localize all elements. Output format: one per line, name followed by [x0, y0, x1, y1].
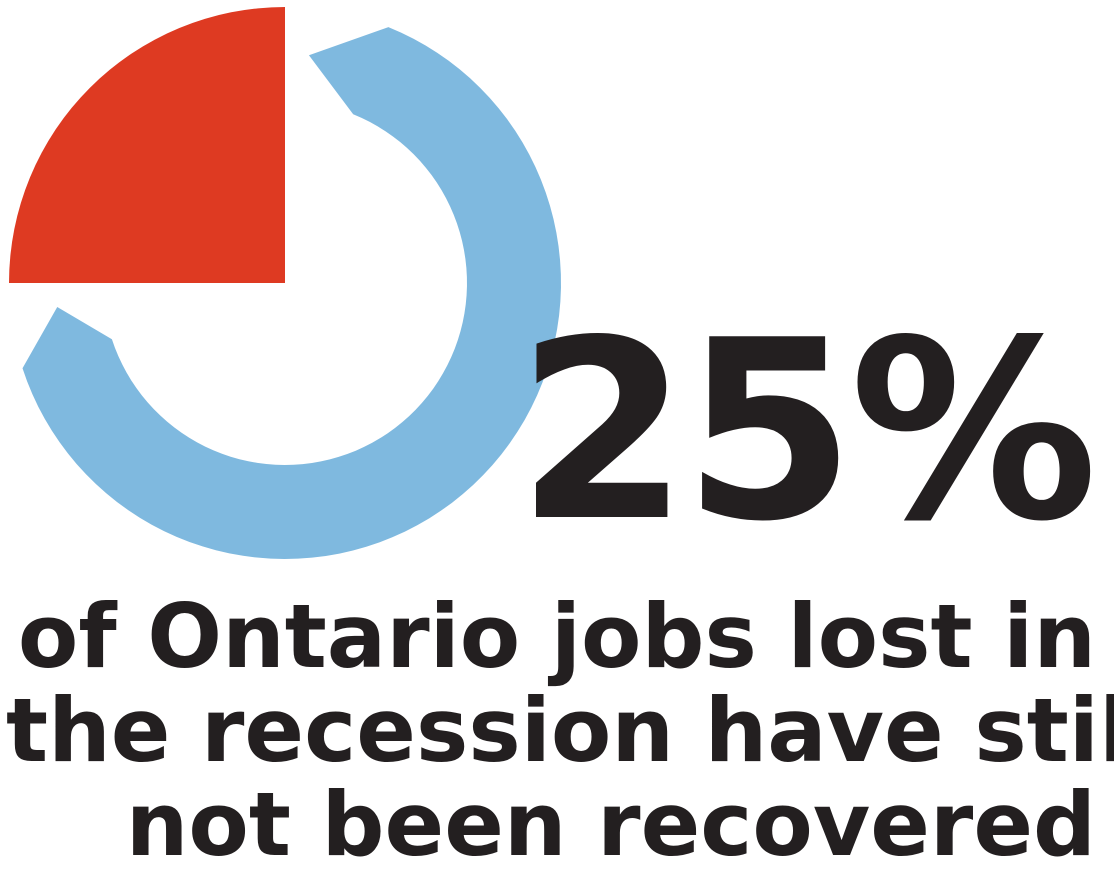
caption-line-2: the recession have still [6, 679, 1114, 782]
caption: of Ontario jobs lost in the recession ha… [6, 585, 1114, 876]
percent-value-label: 25% [516, 288, 1098, 576]
pie-slice-remainder [22, 27, 561, 560]
caption-line-1: of Ontario jobs lost in [17, 585, 1096, 688]
pie-slices [9, 7, 561, 560]
pie-slice-highlight [9, 7, 285, 283]
caption-line-3: not been recovered [125, 773, 1096, 876]
